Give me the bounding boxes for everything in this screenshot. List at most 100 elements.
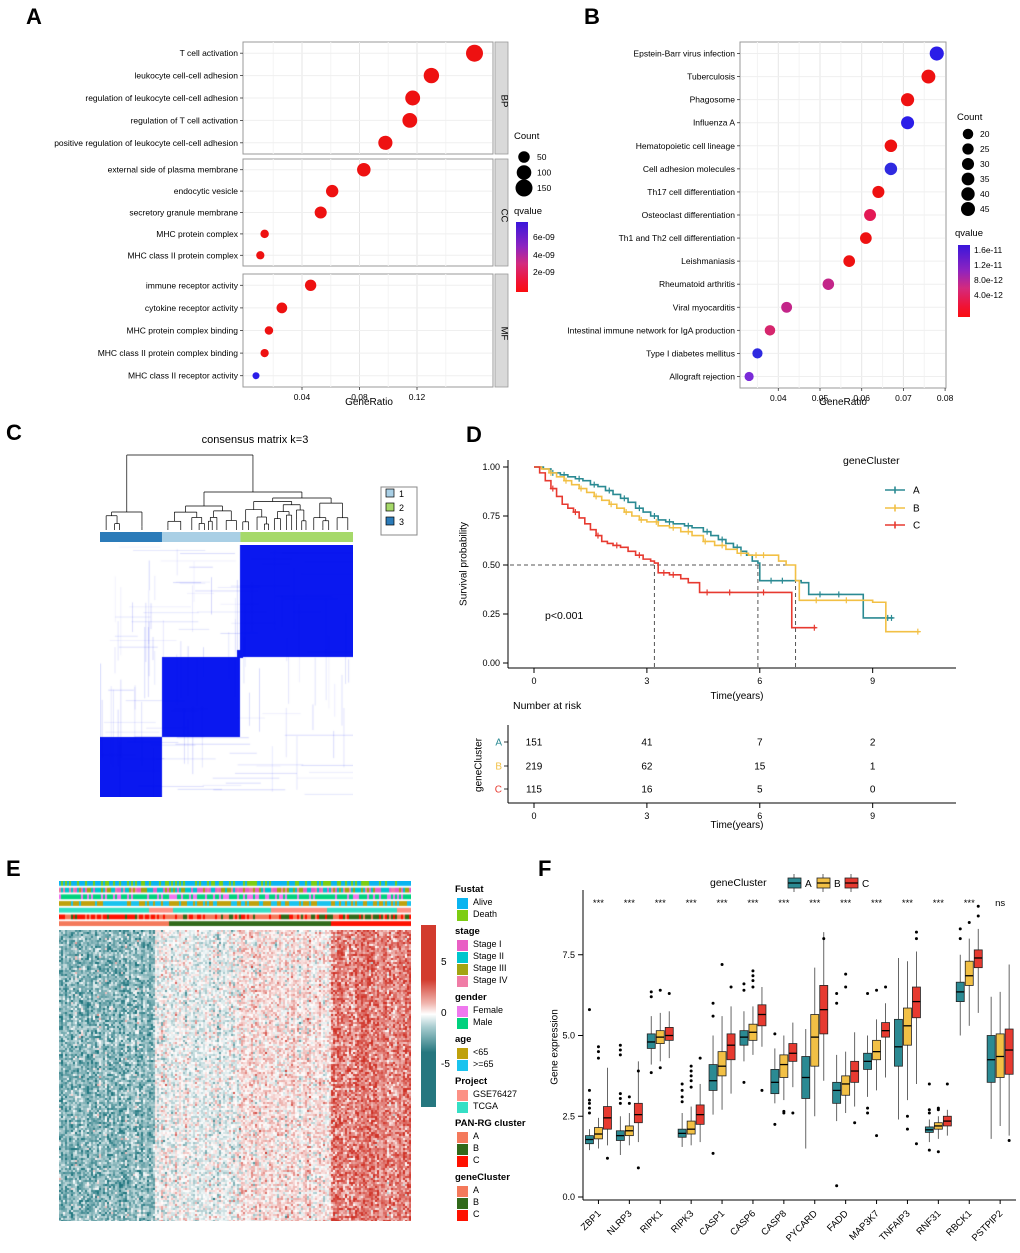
enrichment-term-label: Cell adhesion molecules (643, 164, 735, 174)
x-axis-title-go: GeneRatio (345, 397, 393, 408)
x-tick-label: 0.08 (351, 392, 368, 402)
heatmap-legend-swatch (457, 1090, 468, 1101)
km-x-tick-label: 9 (870, 676, 875, 686)
risk-count: 0 (870, 785, 876, 796)
count-legend-label: 35 (980, 174, 990, 184)
qvalue-tick-label: 8.0e-12 (974, 275, 1003, 285)
heatmap-legend-label: Stage I (473, 939, 502, 949)
heatmap-legend-label: A (473, 1131, 480, 1141)
enrichment-dot (256, 251, 265, 260)
enrichment-dot (744, 371, 754, 382)
box-y-tick-label: 0.0 (562, 1192, 575, 1202)
heatmap-legend-title: Project (455, 1076, 488, 1087)
heatmap-legend-swatch (457, 1018, 468, 1029)
risk-count: 62 (641, 762, 653, 773)
heatmap-legend-swatch (457, 1186, 468, 1197)
heatmap-legend-label: B (473, 1143, 480, 1153)
enrichment-term-label: MHC protein complex (156, 229, 238, 239)
count-legend-label: 45 (980, 204, 990, 214)
heatmap-legend-title: stage (455, 926, 480, 937)
enrichment-dot (781, 301, 793, 313)
significance-marker: *** (964, 898, 975, 909)
box-y-axis-title: Gene expression (549, 1009, 561, 1085)
heatmap-legend-swatch (457, 1102, 468, 1113)
heatmap-legend-label: C (473, 1209, 480, 1219)
count-legend-label: 20 (980, 129, 990, 139)
box-C (664, 1027, 674, 1041)
gene-label: FADD (825, 1208, 851, 1234)
box-B (686, 1120, 696, 1135)
enrichment-dot (378, 135, 393, 150)
box-C (850, 1060, 860, 1083)
enrichment-dot (304, 279, 317, 291)
gene-label: TNFAIP3 (878, 1208, 913, 1243)
enrichment-term-label: endocytic vesicle (174, 186, 239, 196)
x-tick-label: 0.07 (895, 393, 912, 403)
enrichment-dot (326, 184, 339, 198)
box-C (1004, 1028, 1014, 1075)
enrichment-dot (405, 90, 421, 106)
heatmap-legend-label: Stage III (473, 963, 507, 973)
enrichment-term-label: Hematopoietic cell lineage (636, 141, 735, 151)
km-legend-label: C (913, 521, 920, 532)
annotation-bands (59, 881, 411, 927)
heatmap-legend-label: Male (473, 1017, 493, 1027)
count-legend-label: 150 (537, 183, 551, 193)
gene-label: RIPK3 (669, 1208, 696, 1235)
significance-marker: *** (686, 898, 697, 909)
qvalue-tick-label: 1.6e-11 (974, 245, 1002, 255)
gene-label: PSTPIP2 (970, 1208, 1005, 1243)
gene-label: MAP3K7 (847, 1208, 881, 1242)
enrichment-dot (276, 302, 288, 314)
cluster-color-band (100, 532, 162, 542)
consensus-legend-label: 3 (399, 517, 404, 527)
enrichment-dot (752, 348, 763, 359)
qvalue-tick-label: 1.2e-11 (974, 260, 1002, 270)
x-tick-label: 0.04 (294, 392, 311, 402)
heatmap-legend-swatch (457, 976, 468, 987)
enrichment-term-label: MHC class II protein complex binding (98, 348, 239, 358)
risk-count: 41 (641, 738, 653, 749)
km-legend-label: B (913, 504, 920, 515)
consensus-matrix-heatmap (100, 545, 353, 797)
km-x-tick-label: 0 (531, 676, 536, 686)
enrichment-dotplots: T cell activation leukocyte cell-cell adh… (54, 41, 1003, 403)
km-y-tick-label: 0.25 (482, 609, 500, 619)
expression-heatmap (59, 930, 411, 1221)
qvalue-tick-label: 4.0e-12 (974, 290, 1003, 300)
risk-count: 15 (754, 762, 766, 773)
box-C (757, 1004, 767, 1027)
count-legend-label: 25 (980, 144, 990, 154)
km-x-axis-title: Time(years) (710, 691, 764, 702)
heatmap-legend-label: A (473, 1185, 480, 1195)
enrichment-dot (843, 255, 856, 267)
enrichment-dot (921, 69, 936, 84)
box-B (717, 1051, 727, 1077)
consensus-legend-swatch (385, 488, 395, 498)
consensus-legend-label: 1 (399, 489, 404, 499)
panel-label-b: B (584, 4, 600, 29)
enrichment-dot (260, 348, 269, 358)
enrichment-term-label: Epstein-Barr virus infection (633, 49, 735, 59)
risk-row-label: A (495, 738, 502, 749)
heatmap-legend-swatch (457, 910, 468, 921)
enrichment-term-label: Rheumatoid arthritis (659, 279, 735, 289)
gene-label: PYCARD (784, 1208, 820, 1244)
x-axis-title-kegg: GeneRatio (819, 397, 867, 408)
heatmap-legend-swatch (457, 1144, 468, 1155)
risk-table-x-axis-title: Time(years) (710, 820, 764, 831)
risk-count: 16 (641, 785, 653, 796)
qvalue-colorbar (516, 222, 528, 292)
km-x-tick-label: 6 (757, 676, 762, 686)
gene-expression-boxplot: 0.0 2.5 5.0 7.5 ZBP1 *** NLRP3 *** RIPK1 *** RIPK3… (562, 874, 1016, 1244)
x-tick-label: 0.08 (937, 393, 954, 403)
colorbar-tick-label: 0 (441, 1008, 447, 1019)
consensus-legend-swatch (385, 502, 395, 512)
panel-label-f: F (538, 856, 552, 881)
heatmap-legend-label: >=65 (473, 1059, 494, 1069)
gene-label: RNF31 (914, 1208, 943, 1237)
box-C (788, 1043, 798, 1062)
risk-table-y-axis-title: geneCluster (473, 738, 485, 792)
heatmap-legend-swatch (457, 1198, 468, 1209)
enrichment-term-label: positive regulation of leukocyte cell-ce… (54, 138, 238, 148)
